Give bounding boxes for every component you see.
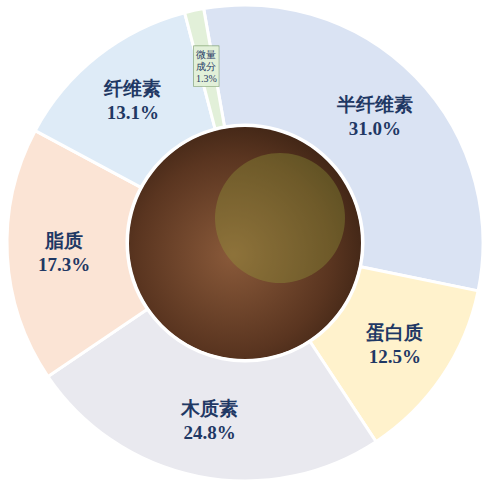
svg-text:蛋白质: 蛋白质 — [365, 322, 423, 343]
svg-text:纤维素: 纤维素 — [103, 78, 161, 99]
svg-text:成分: 成分 — [196, 61, 216, 72]
svg-text:13.1%: 13.1% — [107, 102, 159, 123]
svg-text:31.0%: 31.0% — [349, 118, 401, 139]
svg-text:24.8%: 24.8% — [184, 422, 236, 443]
svg-text:木质素: 木质素 — [180, 398, 238, 419]
svg-text:脂质: 脂质 — [44, 230, 83, 251]
svg-text:12.5%: 12.5% — [369, 346, 421, 367]
svg-text:1.3%: 1.3% — [196, 73, 217, 84]
svg-text:17.3%: 17.3% — [38, 254, 90, 275]
svg-text:微量: 微量 — [196, 49, 216, 60]
svg-text:半纤维素: 半纤维素 — [336, 94, 413, 115]
